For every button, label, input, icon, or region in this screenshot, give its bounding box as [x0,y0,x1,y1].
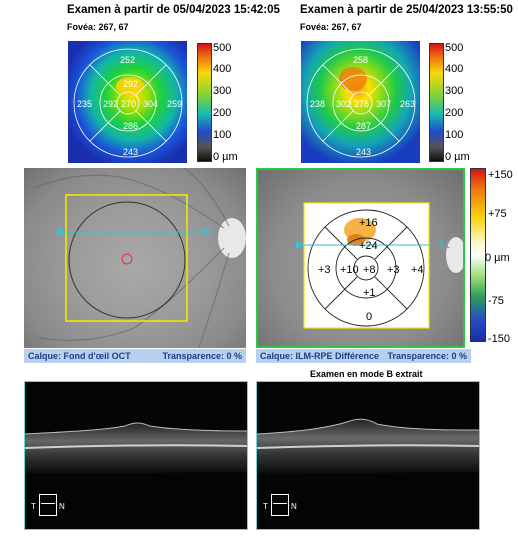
sector-center: 278 [354,99,370,109]
sector-nasal-outer: 259 [167,99,183,109]
right-exam-title: Examen à partir de 25/04/2023 13:55:50 [300,4,513,16]
diff-scale-minus75: -75 [488,295,504,307]
left-fovea-coords: Fovéa: 267, 67 [67,22,129,32]
right-scan-line-number: 41 [438,239,451,251]
diff-superior-inner: +24 [359,240,378,252]
sector-superior-outer: 258 [353,55,369,65]
right-scale-500: 500 [445,42,464,54]
right-fovea-coords: Fovéa: 267, 67 [300,22,362,32]
left-scale-100: 100 [213,129,232,141]
right-scale-400: 400 [445,63,464,75]
left-transparency: Transparence: 0 % [162,351,242,361]
sector-inferior-inner: 287 [356,121,372,131]
left-scan-line-number: 41 [202,226,215,238]
right-scale-300: 300 [445,85,464,97]
diff-temporal-outer: +3 [318,264,331,276]
sector-temporal-inner: 302 [336,99,352,109]
right-fundus-image[interactable]: +16 +24 +3 +10 +8 +3 +4 +1 0 41 [256,168,465,348]
left-scale-500: 500 [213,42,232,54]
sector-temporal-outer: 235 [77,99,93,109]
sector-inferior-outer: 243 [123,147,139,157]
bscan-section-title: Examen en mode B extrait [310,369,423,379]
right-scale-200: 200 [445,107,464,119]
sector-nasal-inner: 304 [143,99,159,109]
right-thickness-map[interactable]: 258 238 302 278 307 263 287 243 [301,41,420,163]
sector-superior-outer: 252 [120,55,136,65]
left-bscan-image[interactable]: T N [24,381,248,530]
diff-color-scale [470,168,486,342]
sector-temporal-inner: 292 [103,99,119,109]
left-scale-400: 400 [213,63,232,75]
left-layer-label: Calque: Fond d'œil OCT [28,351,131,361]
left-scale-300: 300 [213,85,232,97]
left-scale-200: 200 [213,107,232,119]
left-bscan-t-label: T [31,502,36,511]
sector-nasal-outer: 263 [400,99,416,109]
diff-scale-plus75: +75 [488,208,507,220]
left-layer-bar[interactable]: Calque: Fond d'œil OCT Transparence: 0 % [24,349,246,363]
left-bscan-orientation-icon [39,494,57,516]
right-bscan-image[interactable]: T N [256,381,480,530]
diff-nasal-inner: +3 [387,264,400,276]
left-exam-title: Examen à partir de 05/04/2023 15:42:05 [67,4,280,16]
diff-inferior-inner: +1 [363,287,376,299]
right-bscan-n-label: N [291,502,297,511]
diff-scale-zero: 0 µm [485,252,510,264]
sector-temporal-outer: 238 [310,99,326,109]
left-thickness-map[interactable]: 252 292 235 292 270 304 259 286 243 [68,41,187,163]
sector-center: 270 [121,99,137,109]
right-bscan-t-label: T [263,502,268,511]
diff-center: +8 [363,264,376,276]
right-layer-bar[interactable]: Calque: ILM-RPE Différence Transparence:… [256,349,471,363]
diff-inferior-outer: 0 [366,311,373,323]
diff-superior-outer: +16 [359,217,378,229]
left-fundus-image[interactable]: 41 [24,168,246,348]
right-scale-100: 100 [445,129,464,141]
diff-nasal-outer: +4 [411,264,424,276]
left-bscan-n-label: N [59,502,65,511]
left-scale-0: 0 µm [213,151,238,163]
right-scale-0: 0 µm [445,151,470,163]
sector-inferior-inner: 286 [123,121,139,131]
right-bscan-orientation-icon [271,494,289,516]
right-layer-label: Calque: ILM-RPE Différence [260,351,380,361]
right-transparency: Transparence: 0 % [387,351,467,361]
diff-scale-plus150: +150 [488,169,513,181]
right-color-scale [429,43,444,162]
left-bscan-arrow-icon [41,503,55,504]
sector-superior-inner: 292 [123,79,139,89]
sector-inferior-outer: 243 [356,147,372,157]
diff-temporal-inner: +10 [340,264,359,276]
right-bscan-arrow-icon [273,503,287,504]
sector-nasal-inner: 307 [376,99,392,109]
left-color-scale [197,43,212,162]
diff-scale-minus150: -150 [488,333,511,345]
